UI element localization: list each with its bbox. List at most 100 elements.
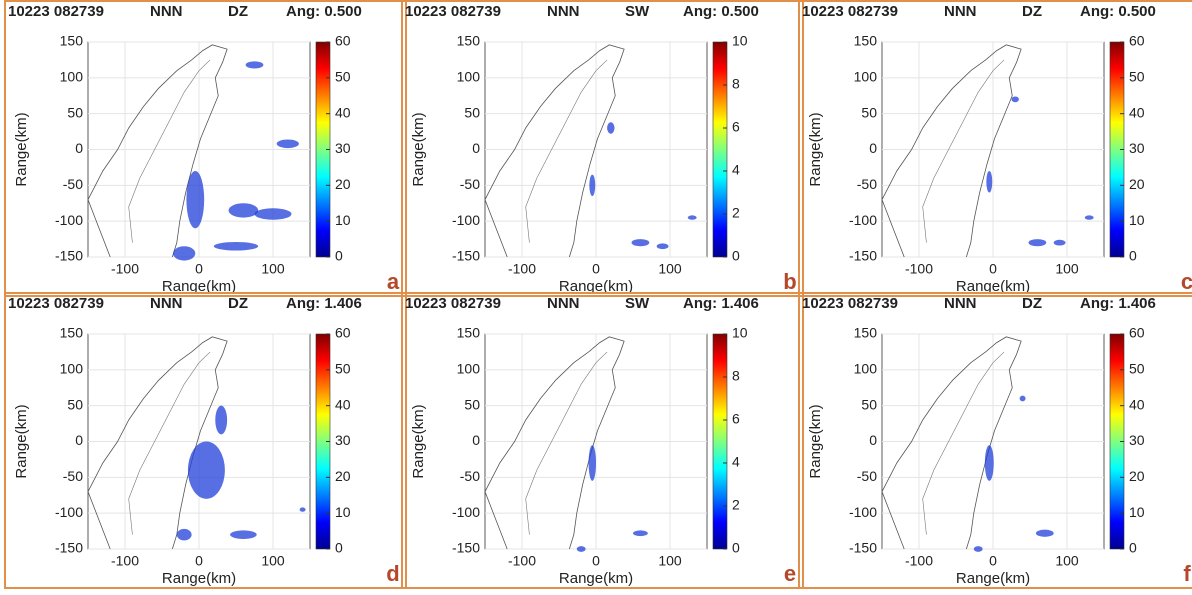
chart-title: 10223 082739 (8, 295, 104, 312)
colorbar-tick-label: 6 (732, 411, 740, 427)
y-tick-label: -150 (452, 540, 480, 556)
y-tick-label: -100 (452, 504, 480, 520)
y-tick-label: -100 (452, 212, 480, 228)
coastline (484, 336, 625, 550)
colorbar-tick-label: 0 (732, 248, 740, 264)
y-tick-label: 150 (457, 33, 481, 49)
panel-border (4, 292, 407, 589)
colorbar-tick-label: 30 (335, 432, 351, 448)
y-tick-label: 150 (457, 325, 481, 341)
panel: 10223 082739 NNN SW Ang: 1.406 -150 -100 -50 0 5… (401, 292, 804, 589)
x-tick-label: 100 (261, 261, 285, 277)
chart-title: 10223 082739 (405, 3, 501, 20)
chart-title: NNN (547, 3, 580, 20)
x-tick-label: 0 (195, 261, 203, 277)
y-axis-label: Range(km) (13, 112, 30, 186)
panel-label: c (1181, 269, 1192, 294)
chart-title: Ang: 1.406 (1080, 295, 1156, 312)
colorbar-tick-label: 4 (732, 454, 740, 470)
chart-title: Ang: 0.500 (286, 3, 362, 20)
echo (1035, 529, 1054, 537)
colorbar-tick-label: 40 (335, 104, 351, 120)
chart-title: Ang: 1.406 (286, 295, 362, 312)
echo (187, 441, 225, 499)
y-tick-label: 0 (472, 432, 480, 448)
colorbar-tick-label: 30 (1129, 432, 1145, 448)
y-tick-label: 150 (60, 33, 84, 49)
y-tick-label: 0 (472, 140, 480, 156)
colorbar-tick-label: 10 (1129, 212, 1145, 228)
y-tick-label: 100 (854, 69, 878, 85)
panel-label: e (784, 561, 796, 586)
panel-border (4, 0, 407, 297)
y-axis-label: Range(km) (807, 404, 824, 478)
x-tick-label: -100 (905, 261, 933, 277)
y-tick-label: 100 (60, 361, 84, 377)
colorbar-tick-label: 0 (732, 540, 740, 556)
terrain-contour (525, 59, 608, 243)
echo (1028, 239, 1047, 247)
x-tick-label: 0 (989, 553, 997, 569)
panel-label: b (783, 269, 796, 294)
chart-title: SW (625, 295, 650, 312)
y-tick-label: 0 (75, 432, 83, 448)
panel-border (401, 0, 804, 297)
x-axis-label: Range(km) (956, 570, 1030, 587)
colorbar-tick-label: 50 (1129, 69, 1145, 85)
chart-title: 10223 082739 (802, 295, 898, 312)
colorbar-tick-label: 60 (335, 325, 351, 341)
colorbar-tick-label: 0 (1129, 540, 1137, 556)
echo (576, 546, 586, 552)
colorbar-tick-label: 50 (1129, 361, 1145, 377)
echo (176, 528, 192, 541)
panel: 10223 082739 NNN DZ Ang: 0.500 -150 -100 -50 0 5… (798, 0, 1192, 297)
colorbar (712, 333, 728, 550)
y-tick-label: 0 (869, 140, 877, 156)
x-tick-label: 100 (658, 261, 682, 277)
colorbar-tick-label: 10 (1129, 504, 1145, 520)
x-tick-label: 100 (1055, 553, 1079, 569)
y-tick-label: -150 (452, 248, 480, 264)
echo (228, 203, 259, 218)
y-tick-label: -150 (849, 248, 877, 264)
y-tick-label: -150 (849, 540, 877, 556)
colorbar-tick-label: 0 (335, 540, 343, 556)
echo (1019, 395, 1026, 402)
terrain-contour (128, 351, 211, 535)
panel-label: f (1183, 561, 1191, 586)
colorbar-tick-label: 2 (732, 205, 740, 221)
colorbar-tick-label: 4 (732, 162, 740, 178)
chart-title: 10223 082739 (8, 3, 104, 20)
panel-label: a (387, 269, 400, 294)
x-tick-label: 0 (592, 261, 600, 277)
colorbar-tick-label: 8 (732, 368, 740, 384)
x-tick-label: -100 (905, 553, 933, 569)
colorbar-tick-label: 40 (335, 396, 351, 412)
chart-title: 10223 082739 (405, 295, 501, 312)
coastline (87, 44, 228, 258)
y-tick-label: -50 (460, 176, 480, 192)
coastline (881, 44, 1022, 258)
y-tick-label: -50 (460, 468, 480, 484)
chart-title: Ang: 1.406 (683, 295, 759, 312)
colorbar-tick-label: 20 (1129, 176, 1145, 192)
echo (1011, 96, 1019, 103)
y-tick-label: 100 (854, 361, 878, 377)
echo (173, 246, 196, 261)
y-tick-label: 50 (67, 104, 83, 120)
y-tick-label: 150 (60, 325, 84, 341)
chart-title: NNN (150, 295, 183, 312)
colorbar-tick-label: 30 (335, 140, 351, 156)
colorbar-tick-label: 60 (335, 33, 351, 49)
chart-title: DZ (228, 295, 248, 312)
y-tick-label: -100 (849, 212, 877, 228)
chart-title: NNN (944, 295, 977, 312)
echo (633, 530, 648, 537)
y-axis-label: Range(km) (410, 112, 427, 186)
panel: 10223 082739 NNN SW Ang: 0.500 -150 -100 -50 0 5… (401, 0, 804, 297)
chart-title: DZ (1022, 3, 1042, 20)
y-tick-label: 50 (861, 396, 877, 412)
colorbar-tick-label: 0 (335, 248, 343, 264)
echo (230, 530, 257, 539)
echo (213, 241, 259, 251)
